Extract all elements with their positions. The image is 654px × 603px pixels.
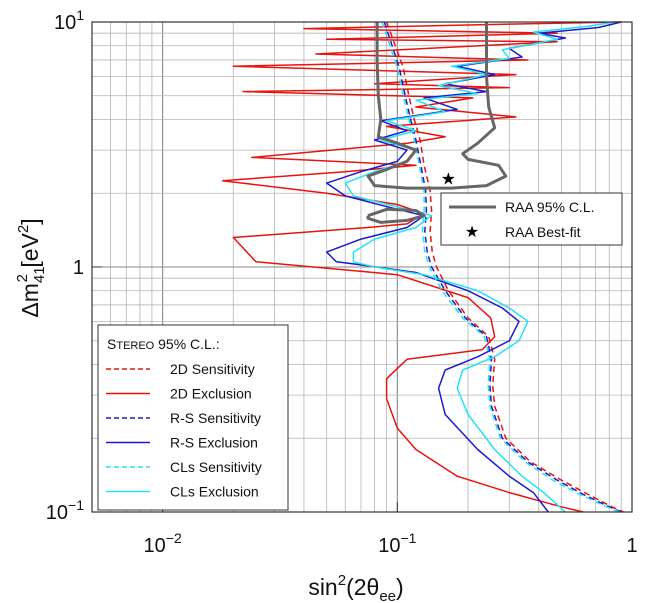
x-axis-title: sin2(2θee) xyxy=(308,572,403,603)
x-tick-label-base: 1 xyxy=(626,535,637,557)
y-axis-title-sub: 41 xyxy=(31,266,48,283)
legend-label-0: 2D Sensitivity xyxy=(170,361,255,377)
x-axis-title-close: ) xyxy=(396,574,404,600)
x-tick-label-exp: −2 xyxy=(166,530,182,546)
legend-label-5: CLs Exclusion xyxy=(170,484,259,500)
x-axis-title-sub: ee xyxy=(379,588,396,603)
y-tick-label-exp: 1 xyxy=(76,7,84,23)
y-axis-title-unit-sup: 2 xyxy=(15,225,32,233)
x-tick-label-base: 10 xyxy=(144,535,166,557)
stereo-title-suffix: 95% C.L.: xyxy=(154,336,219,352)
legend-label-3: R-S Exclusion xyxy=(170,435,258,451)
stereo-legend: STEREO 95% C.L.: 2D Sensitivity 2D Exclus… xyxy=(97,324,289,511)
raa-legend-star-icon: ★ xyxy=(465,224,479,241)
x-tick-label-2: 1 xyxy=(626,535,637,557)
raa-contour-1 xyxy=(366,207,426,224)
x-tick-label-base: 10 xyxy=(378,535,400,557)
x-axis-title-sup: 2 xyxy=(338,572,346,589)
y-tick-label-2: 10−1 xyxy=(46,497,84,524)
stereo-title-prefix: S xyxy=(107,336,116,352)
raa-best-fit-star: ★ xyxy=(441,169,456,188)
raa-legend-label: RAA 95% C.L. xyxy=(505,199,595,215)
series-line-r-s-exclusion xyxy=(325,21,622,513)
series-line-2d-exclusion xyxy=(221,21,622,513)
stereo-legend-title: STEREO 95% C.L.: xyxy=(107,336,220,352)
series-line-cls-exclusion xyxy=(344,21,616,513)
curves xyxy=(221,21,624,513)
legend-label-4: CLs Sensitivity xyxy=(170,459,262,475)
raa-contour-0 xyxy=(366,22,508,190)
series-line-2d-sensitivity xyxy=(385,21,624,513)
y-tick-label-base: 10 xyxy=(46,502,68,524)
y-axis-title-unit-close: ] xyxy=(17,218,43,224)
raa-legend-box xyxy=(440,192,623,246)
raa-region: ★ xyxy=(366,22,508,224)
raa-legend: RAA 95% C.L. ★ RAA Best-fit xyxy=(440,192,623,246)
axis-ticks xyxy=(92,21,633,513)
y-axis-title: Δm412 [eV2] xyxy=(14,218,48,317)
y-axis-title-unit: [eV xyxy=(17,232,43,274)
y-tick-label-1: 1 xyxy=(73,257,84,279)
legend-label-2: R-S Sensitivity xyxy=(170,410,261,426)
y-axis-title-sup: 2 xyxy=(14,274,31,282)
y-tick-label-base: 1 xyxy=(73,257,84,279)
x-axis-title-rest: (2θ xyxy=(346,574,379,600)
y-tick-label-base: 10 xyxy=(54,12,76,34)
y-axis-title-base: Δm xyxy=(17,283,43,318)
x-tick-label-1: 10−1 xyxy=(378,530,416,557)
y-tick-label-exp: −1 xyxy=(68,497,84,513)
x-axis-title-base: sin xyxy=(308,574,337,600)
legend-label-1: 2D Exclusion xyxy=(170,386,252,402)
stereo-title-smallcaps: TEREO xyxy=(116,340,154,352)
raa-best-fit-label: RAA Best-fit xyxy=(505,224,581,240)
x-tick-label-0: 10−2 xyxy=(144,530,182,557)
stereo-legend-entries: 2D Sensitivity 2D Exclusion R-S Sensitivit… xyxy=(106,361,262,500)
stereo-legend-box xyxy=(97,324,289,511)
y-tick-label-0: 101 xyxy=(54,7,84,34)
x-tick-label-exp: −1 xyxy=(400,530,416,546)
